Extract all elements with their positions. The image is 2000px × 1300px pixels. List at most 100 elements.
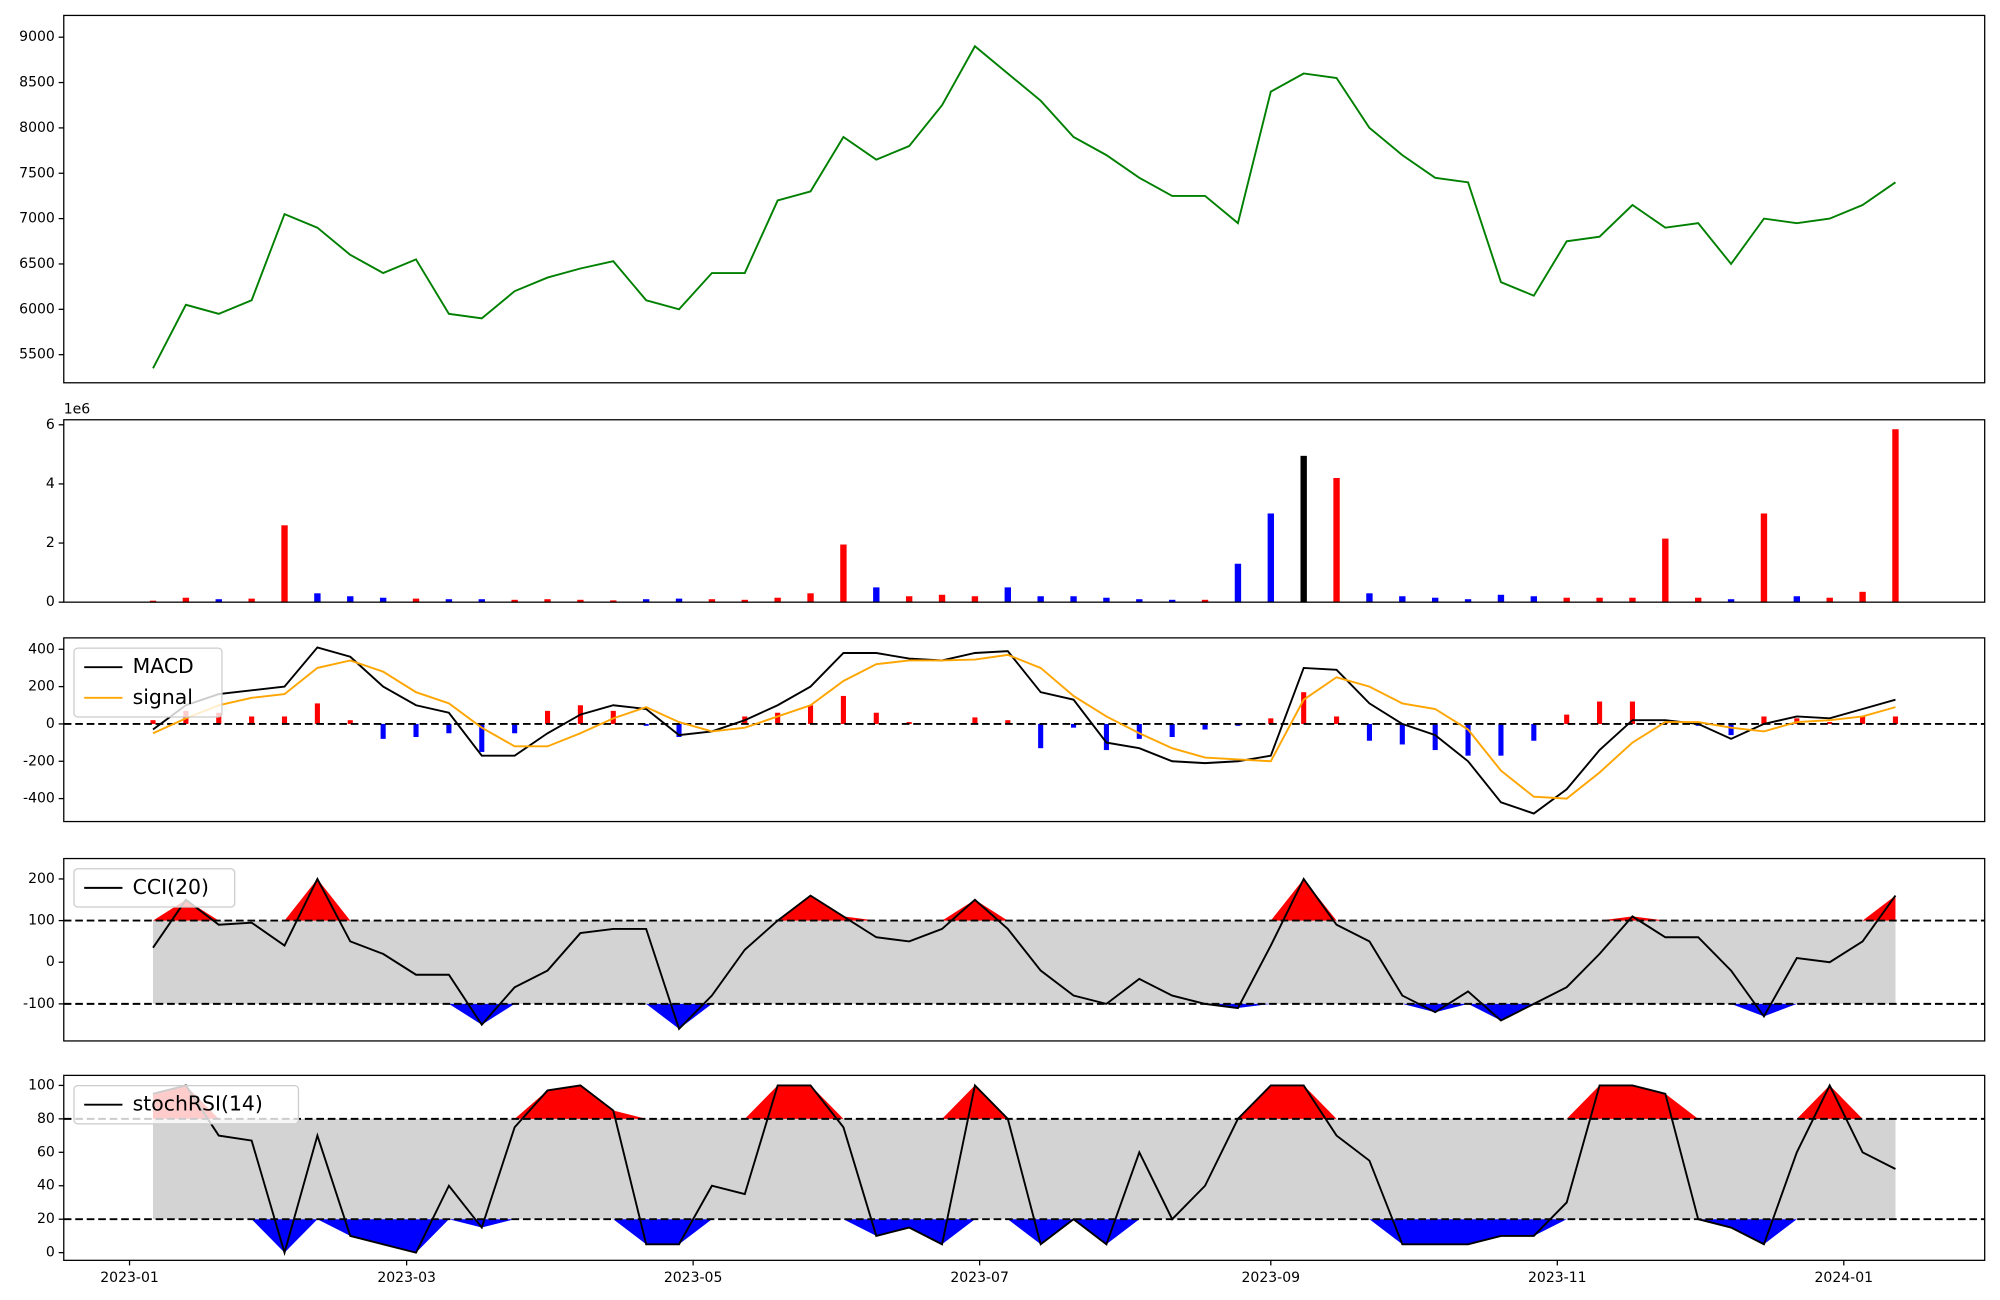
volume-bar [1234, 563, 1242, 603]
volume-bar [1892, 429, 1899, 603]
y-tick-label: 2 [46, 535, 55, 551]
series-line [152, 876, 1897, 1031]
volume-bar [675, 598, 683, 603]
volume-bar [1464, 599, 1472, 603]
volume-bar [1168, 599, 1176, 603]
histogram-bar [1498, 723, 1504, 756]
volume-bar [1793, 596, 1801, 603]
volume-bar [445, 599, 453, 603]
x-tick-label: 2023-09 [1242, 1270, 1301, 1286]
y-tick-label: 200 [28, 871, 55, 887]
x-tick-label: 2023-03 [377, 1270, 436, 1286]
volume-bar [412, 598, 420, 603]
volume-bar [1530, 596, 1538, 603]
y-tick-label: 9000 [19, 29, 55, 45]
y-tick-label: 0 [46, 594, 55, 610]
legend-label: CCI(20) [133, 875, 209, 899]
axes-frame [63, 637, 1986, 823]
histogram-bar [281, 716, 288, 724]
y-tick-label: 40 [37, 1178, 55, 1194]
volume-bar [905, 596, 913, 603]
axes-frame [63, 857, 1986, 1042]
volume-bar [1596, 597, 1603, 603]
histogram-bar [249, 716, 255, 724]
y-tick-label: 6500 [19, 256, 55, 272]
above-fill [153, 1085, 1896, 1119]
legend-box [73, 647, 223, 718]
series-line [152, 44, 1897, 369]
histogram-bar [1465, 723, 1471, 756]
y-tick-label: 100 [28, 913, 55, 929]
histogram-bar [1728, 723, 1734, 736]
histogram-bar [840, 695, 846, 724]
y-tick-label: 0 [46, 1245, 55, 1261]
volume-bar [577, 599, 584, 603]
legend-box [73, 1084, 300, 1125]
histogram-bar [1432, 723, 1438, 751]
y-tick-label: 8500 [19, 75, 55, 91]
histogram-bar [873, 712, 879, 724]
legend-box [73, 868, 236, 908]
volume-bar [840, 544, 847, 603]
y-tick-label: -400 [23, 791, 55, 807]
axes-frame [63, 419, 1986, 603]
volume-bar [1004, 587, 1011, 603]
legend-label: signal [133, 685, 193, 709]
volume-bar [1760, 513, 1768, 603]
series-line [152, 1083, 1896, 1257]
volume-bar [1136, 599, 1143, 603]
volume-bar [610, 600, 617, 603]
histogram-bar [1597, 701, 1603, 724]
band-fill [153, 920, 1896, 1004]
histogram-bar [807, 705, 814, 724]
volume-bar [314, 593, 321, 603]
volume-bar [741, 599, 748, 603]
histogram-bar [479, 723, 485, 752]
y-tick-label: 5500 [19, 347, 55, 363]
histogram-bar [1103, 723, 1109, 751]
histogram-bar [1892, 716, 1899, 724]
histogram-bar [380, 723, 386, 739]
axes-frame [63, 14, 1986, 384]
histogram-bar [216, 712, 222, 724]
band-fill [153, 1118, 1896, 1220]
x-tick-label: 2023-01 [100, 1270, 159, 1286]
histogram-bar [1860, 716, 1866, 724]
volume-bar [1826, 597, 1833, 603]
below-fill [153, 1219, 1896, 1253]
histogram-bar [1070, 723, 1077, 728]
volume-bar [1695, 597, 1702, 603]
y-tick-label: 8000 [19, 120, 55, 136]
histogram-bar [643, 723, 649, 726]
histogram-bar [1301, 692, 1307, 724]
histogram-bar [150, 720, 156, 724]
x-tick-label: 2023-05 [664, 1270, 723, 1286]
volume-bar [379, 597, 387, 603]
legend-label: MACD [133, 654, 194, 678]
histogram-bar [347, 720, 353, 724]
offset-label: 1e6 [64, 402, 91, 418]
x-tick-label: 2023-07 [950, 1270, 1009, 1286]
histogram-bar [775, 712, 781, 724]
histogram-bar [544, 710, 551, 724]
x-tick-label: 2024-01 [1815, 1270, 1874, 1286]
series-line [152, 646, 1896, 815]
volume-bar [1070, 596, 1077, 603]
volume-bar [1103, 597, 1110, 603]
y-tick-label: 6 [46, 417, 55, 433]
volume-bar [807, 593, 814, 603]
volume-bar [1300, 455, 1307, 603]
x-tick-label: 2023-11 [1528, 1270, 1587, 1286]
histogram-bar [1202, 723, 1208, 730]
histogram-bar [1038, 723, 1044, 749]
y-tick-label: 6000 [19, 301, 55, 317]
y-tick-label: 200 [28, 679, 55, 695]
volume-bar [347, 596, 354, 603]
histogram-bar [1366, 723, 1372, 741]
y-tick-label: 4 [46, 476, 55, 492]
volume-bar [708, 599, 716, 603]
histogram-bar [446, 723, 452, 734]
volume-bar [281, 525, 288, 603]
volume-bar [1333, 478, 1340, 603]
